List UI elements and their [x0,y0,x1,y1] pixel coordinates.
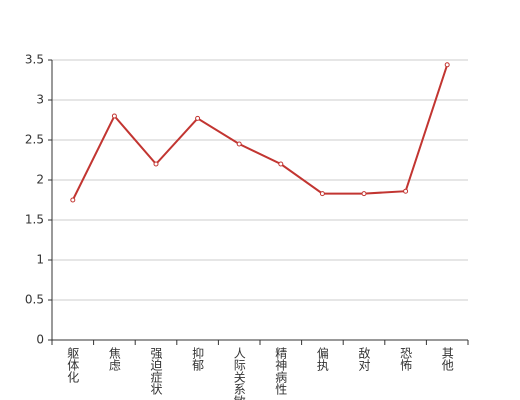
y-tick-label: 2.5 [25,133,44,147]
x-tick-label: 焦虑 [107,347,121,371]
point [361,191,367,197]
x-tick-label: 其他 [440,347,454,371]
x-tick-label: 强迫症状 [149,347,163,395]
y-tick-label: 1.5 [25,213,44,227]
point [153,161,159,167]
y-tick-label: 3 [36,93,44,107]
x-tick-label: 敌对 [357,346,371,371]
point [70,197,76,203]
x-tick-label: 抑郁 [191,346,205,372]
line [71,64,449,201]
x-tick-label: 恐怖 [399,347,413,371]
point [195,115,201,121]
x-tick-label: 人际关系敏感 [232,347,246,400]
point [278,161,284,167]
point [444,62,450,68]
y-tick-label: 0.5 [25,293,44,307]
y-tick-label: 0 [36,333,44,347]
point [236,141,242,147]
point [403,188,409,194]
y-tick-label: 3.5 [25,53,44,67]
x-tick-label: 偏执 [315,346,329,372]
y-tick-label: 1 [36,253,44,267]
x-tick-label: 躯体化 [66,346,80,384]
y-tick-label: 2 [36,173,44,187]
x-tick-label: 精神病性 [274,347,288,396]
point [111,113,117,119]
point [319,191,325,197]
